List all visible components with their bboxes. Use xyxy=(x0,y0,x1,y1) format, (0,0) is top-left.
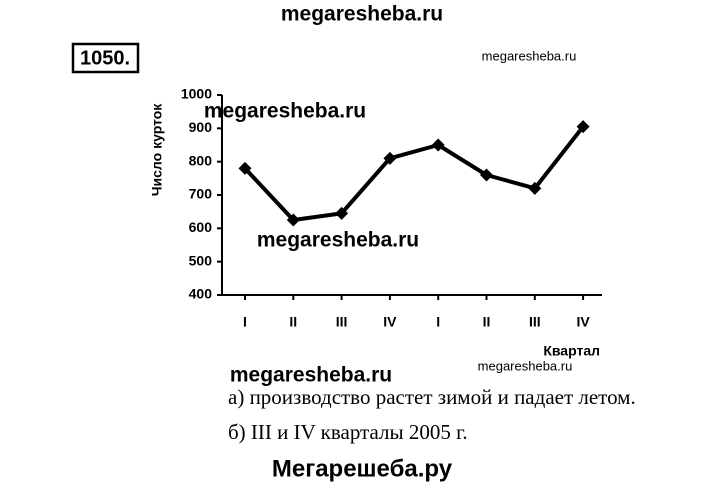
chart: 400 500 600 700 800 900 1000 Число курток Кварта… xyxy=(149,86,602,359)
x-tick-label: II xyxy=(483,314,491,330)
watermark: megaresheba.ru xyxy=(281,3,443,26)
y-axis-label: Число курток xyxy=(149,103,165,197)
x-tick-label: I xyxy=(436,314,440,330)
marker xyxy=(335,206,349,220)
marker xyxy=(238,161,252,175)
answer: б) III и IV кварталы 2005 г. xyxy=(228,420,468,444)
x-tick-label: II xyxy=(289,314,297,330)
y-tick-label: 600 xyxy=(189,219,213,235)
y-tick-label: 500 xyxy=(189,252,213,268)
x-tick-label: III xyxy=(336,314,348,330)
marker xyxy=(576,120,590,134)
marker xyxy=(528,181,542,195)
marker xyxy=(431,138,445,152)
answer: а) производство растет зимой и падает ле… xyxy=(228,385,636,409)
watermark: megaresheba.ru xyxy=(230,364,392,387)
watermark: megaresheba.ru xyxy=(257,229,419,252)
marker xyxy=(286,213,300,227)
problem-number: 1050. xyxy=(80,47,130,69)
footer: Мегарешеба.ру xyxy=(272,455,453,482)
x-tick-label: IV xyxy=(383,314,397,330)
x-tick-label: IV xyxy=(576,314,590,330)
y-tick-label: 400 xyxy=(189,286,213,302)
x-tick-label: I xyxy=(243,314,247,330)
watermark: megaresheba.ru xyxy=(478,358,573,373)
watermark: megaresheba.ru xyxy=(482,48,577,63)
x-tick-label: III xyxy=(529,314,541,330)
y-tick-label: 800 xyxy=(189,152,213,168)
marker xyxy=(480,168,493,182)
y-tick-label: 700 xyxy=(189,186,213,202)
y-tick-label: 900 xyxy=(189,119,213,135)
x-axis-label: Квартал xyxy=(543,343,600,359)
watermark: megaresheba.ru xyxy=(204,100,366,123)
y-tick-label: 1000 xyxy=(181,86,212,102)
line xyxy=(243,125,585,222)
number-box xyxy=(71,42,140,74)
marker xyxy=(383,151,397,165)
